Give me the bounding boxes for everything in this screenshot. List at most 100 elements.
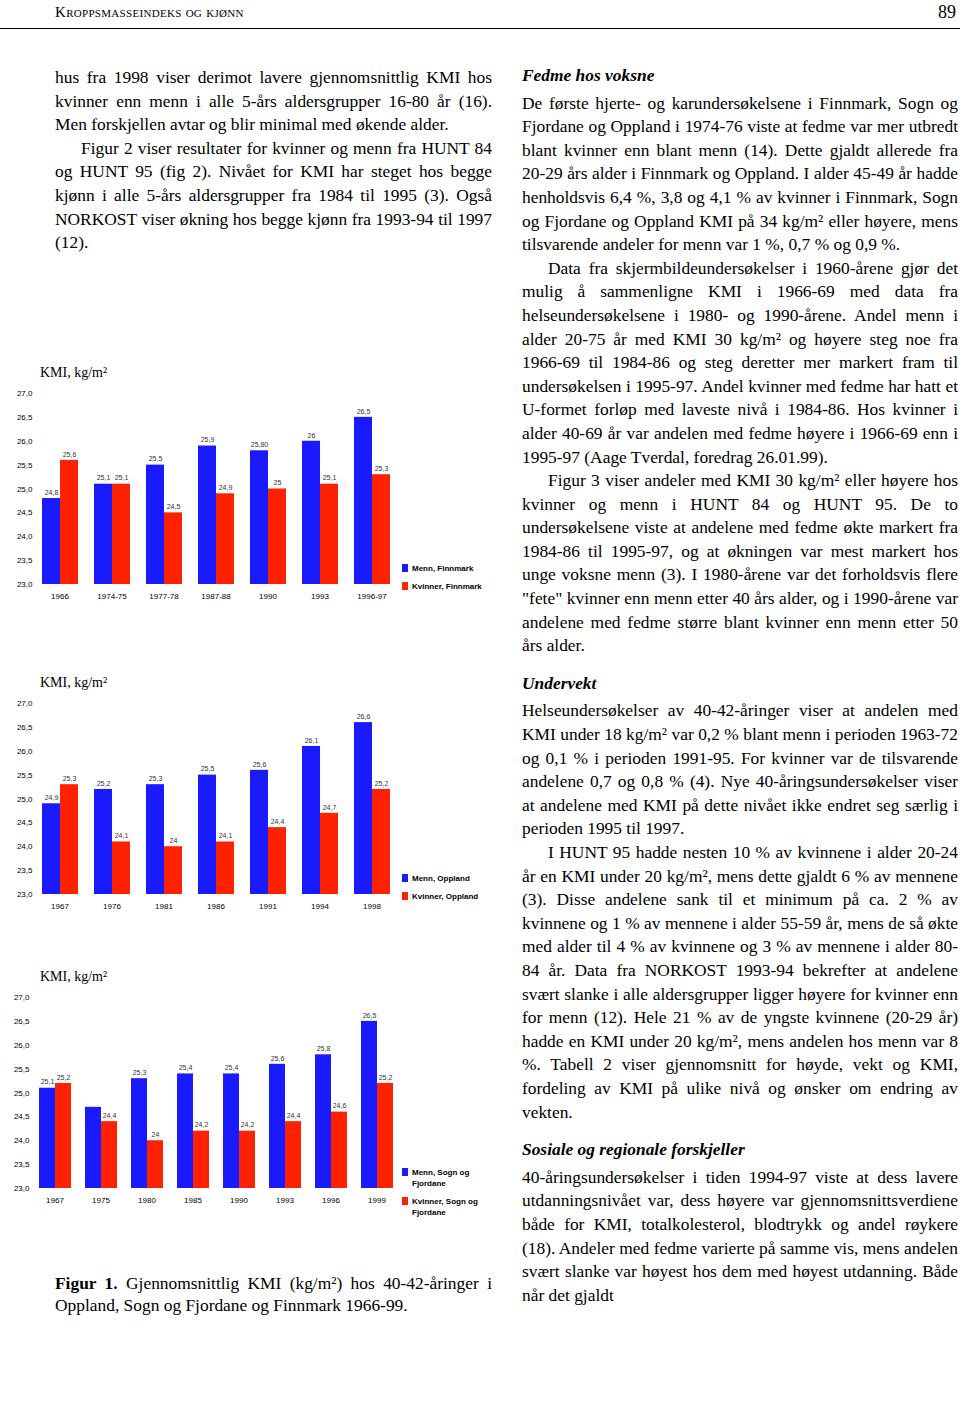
svg-text:24,5: 24,5: [167, 503, 181, 510]
svg-text:26,5: 26,5: [357, 408, 371, 415]
svg-text:25,2: 25,2: [57, 1074, 71, 1081]
svg-text:25,5: 25,5: [201, 765, 215, 772]
svg-text:24,7: 24,7: [323, 804, 337, 811]
svg-text:1980: 1980: [138, 1196, 156, 1205]
svg-text:26,5: 26,5: [17, 723, 33, 732]
svg-text:25,5: 25,5: [17, 771, 33, 780]
svg-text:1985: 1985: [184, 1196, 202, 1205]
svg-text:25,1: 25,1: [115, 474, 129, 481]
svg-text:24,0: 24,0: [14, 1136, 30, 1145]
svg-text:25,5: 25,5: [14, 1065, 30, 1074]
svg-text:25,3: 25,3: [133, 1069, 147, 1076]
svg-text:1999: 1999: [368, 1196, 386, 1205]
svg-text:1975: 1975: [92, 1196, 110, 1205]
svg-text:26: 26: [308, 431, 316, 438]
svg-text:27,0: 27,0: [17, 389, 33, 398]
html-text:Figur 2 viser resultater for k: Figur 2 viser resultater for kvinner og …: [55, 137, 492, 253]
svg-text:24: 24: [152, 1131, 160, 1138]
svg-text:1966: 1966: [51, 592, 69, 601]
svg-text:25,6: 25,6: [63, 451, 77, 458]
svg-text:26,0: 26,0: [14, 1041, 30, 1050]
svg-text:25,4: 25,4: [225, 1064, 239, 1071]
svg-text:24,5: 24,5: [17, 508, 33, 517]
svg-text:24,4: 24,4: [103, 1112, 117, 1119]
svg-text:26,6: 26,6: [357, 713, 371, 720]
svg-text:23,0: 23,0: [17, 890, 33, 899]
svg-text:23,0: 23,0: [14, 1184, 30, 1193]
svg-text:25,2: 25,2: [375, 780, 389, 787]
svg-text:25,2: 25,2: [379, 1074, 393, 1081]
html-text:Data fra skjermbildeundersøkel: Data fra skjermbildeundersøkelser i 1960…: [522, 257, 958, 467]
svg-text:1998: 1998: [363, 902, 381, 911]
svg-text:25,0: 25,0: [14, 1089, 30, 1098]
svg-text:25,6: 25,6: [253, 761, 267, 768]
svg-text:24,1: 24,1: [115, 832, 129, 839]
svg-text:1996-97: 1996-97: [357, 592, 387, 601]
svg-text:1981: 1981: [155, 902, 173, 911]
svg-text:26,0: 26,0: [17, 747, 33, 756]
svg-text:24,2: 24,2: [195, 1121, 209, 1128]
svg-text:24,5: 24,5: [14, 1112, 30, 1121]
svg-text:1986: 1986: [207, 902, 225, 911]
svg-text:24,1: 24,1: [219, 832, 233, 839]
svg-text:24,0: 24,0: [17, 842, 33, 851]
html-text:Figur 3 viser andeler med KMI: Figur 3 viser andeler med KMI 30 kg/m² e…: [522, 470, 958, 656]
svg-text:24,9: 24,9: [219, 484, 233, 491]
svg-text:1974-75: 1974-75: [97, 592, 127, 601]
svg-text:25,9: 25,9: [201, 436, 215, 443]
svg-text:25,8: 25,8: [317, 1045, 331, 1052]
svg-text:25,1: 25,1: [41, 1078, 55, 1085]
svg-text:27,0: 27,0: [17, 699, 33, 708]
svg-text:23,5: 23,5: [14, 1160, 30, 1169]
svg-text:26,1: 26,1: [305, 737, 319, 744]
svg-text:25,3: 25,3: [149, 775, 163, 782]
svg-text:25,5: 25,5: [149, 455, 163, 462]
svg-text:25,1: 25,1: [323, 474, 337, 481]
svg-text:24,5: 24,5: [17, 818, 33, 827]
svg-text:1967: 1967: [51, 902, 69, 911]
html-text:I HUNT 95 hadde nesten 10 % av: I HUNT 95 hadde nesten 10 % av kvinnene …: [522, 842, 958, 1122]
svg-text:25,6: 25,6: [271, 1055, 285, 1062]
svg-text:1976: 1976: [103, 902, 121, 911]
html-text:De første hjerte- og karunders: De første hjerte- og karundersøkelsene i…: [522, 92, 958, 255]
svg-text:24,4: 24,4: [287, 1112, 301, 1119]
svg-text:25,1: 25,1: [97, 474, 111, 481]
svg-text:24,4: 24,4: [271, 818, 285, 825]
svg-text:25,3: 25,3: [375, 465, 389, 472]
svg-text:24,6: 24,6: [333, 1102, 347, 1109]
svg-text:25,80: 25,80: [251, 441, 269, 448]
svg-text:24,8: 24,8: [45, 489, 59, 496]
svg-text:25,3: 25,3: [63, 775, 77, 782]
svg-text:1990: 1990: [230, 1196, 248, 1205]
svg-text:24: 24: [170, 837, 178, 844]
svg-text:1967: 1967: [46, 1196, 64, 1205]
svg-text:24,2: 24,2: [241, 1121, 255, 1128]
svg-text:25,4: 25,4: [179, 1064, 193, 1071]
html-text:40-åringsundersøkelser i tiden: 40-åringsundersøkelser i tiden 1994-97 v…: [522, 1166, 958, 1305]
svg-text:23,5: 23,5: [17, 866, 33, 875]
html-text:Helseundersøkelser av 40-42-år: Helseundersøkelser av 40-42-åringer vise…: [522, 700, 958, 839]
svg-text:1991: 1991: [259, 902, 277, 911]
svg-text:25,0: 25,0: [17, 485, 33, 494]
svg-text:1996: 1996: [322, 1196, 340, 1205]
svg-text:1994: 1994: [311, 902, 329, 911]
svg-text:27,0: 27,0: [14, 993, 30, 1002]
svg-text:24,9: 24,9: [45, 794, 59, 801]
svg-text:26,5: 26,5: [363, 1012, 377, 1019]
svg-text:25,0: 25,0: [17, 795, 33, 804]
svg-text:23,5: 23,5: [17, 556, 33, 565]
svg-text:26,0: 26,0: [17, 437, 33, 446]
svg-text:1993: 1993: [311, 592, 329, 601]
svg-text:1993: 1993: [276, 1196, 294, 1205]
svg-text:1977-78: 1977-78: [149, 592, 179, 601]
svg-text:25,2: 25,2: [97, 780, 111, 787]
svg-text:23,0: 23,0: [17, 580, 33, 589]
svg-text:25,5: 25,5: [17, 461, 33, 470]
svg-text:25: 25: [274, 479, 282, 486]
svg-text:1990: 1990: [259, 592, 277, 601]
svg-text:26,5: 26,5: [17, 413, 33, 422]
svg-text:1987-88: 1987-88: [201, 592, 231, 601]
svg-text:24,0: 24,0: [17, 532, 33, 541]
svg-text:26,5: 26,5: [14, 1017, 30, 1026]
html-text:hus fra 1998 viser derimot lav: hus fra 1998 viser derimot lavere gjenno…: [55, 67, 492, 135]
